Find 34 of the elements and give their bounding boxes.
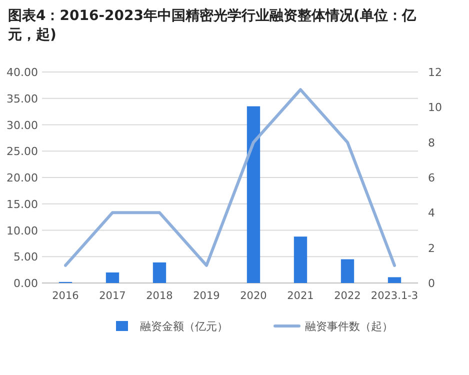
bar	[106, 272, 120, 283]
x-tick-label: 2021	[287, 290, 314, 302]
y-tick-label: 30.00	[6, 118, 38, 132]
y2-tick-label: 12	[428, 66, 442, 79]
legend-label: 融资金额（亿元）	[140, 320, 228, 333]
bar	[388, 277, 402, 283]
y2-tick-label: 8	[428, 136, 435, 150]
y-tick-label: 10.00	[6, 224, 38, 238]
y2-tick-label: 6	[428, 172, 435, 184]
y2-tick-label: 10	[428, 101, 442, 114]
x-tick-label: 2018	[146, 290, 173, 302]
bar	[246, 106, 260, 283]
y-tick-label: 25.00	[6, 145, 38, 158]
y-tick-label: 0.00	[14, 277, 38, 290]
bar	[294, 236, 308, 283]
y-tick-label: 5.00	[14, 250, 38, 264]
y-tick-label: 35.00	[6, 92, 38, 106]
x-tick-label: 2023.1-3	[370, 290, 418, 302]
x-tick-label: 2020	[240, 290, 267, 302]
x-tick-label: 2019	[193, 290, 220, 302]
y-tick-label: 20.00	[6, 172, 38, 184]
chart-title: 图表4：2016-2023年中国精密光学行业融资整体情况(单位：亿元，起)	[7, 7, 417, 43]
x-tick-label: 2016	[52, 290, 80, 302]
legend-label: 融资事件数（起）	[305, 320, 393, 333]
bar	[340, 259, 354, 283]
y-tick-label: 40.00	[6, 66, 38, 79]
bar	[152, 262, 166, 283]
y2-tick-label: 2	[428, 242, 435, 255]
y-tick-label: 15.00	[6, 198, 38, 211]
x-tick-label: 2022	[334, 290, 361, 302]
y2-tick-label: 0	[428, 277, 435, 290]
line-series	[64, 88, 396, 267]
x-tick-label: 2017	[99, 290, 126, 302]
y2-tick-label: 4	[428, 206, 435, 220]
